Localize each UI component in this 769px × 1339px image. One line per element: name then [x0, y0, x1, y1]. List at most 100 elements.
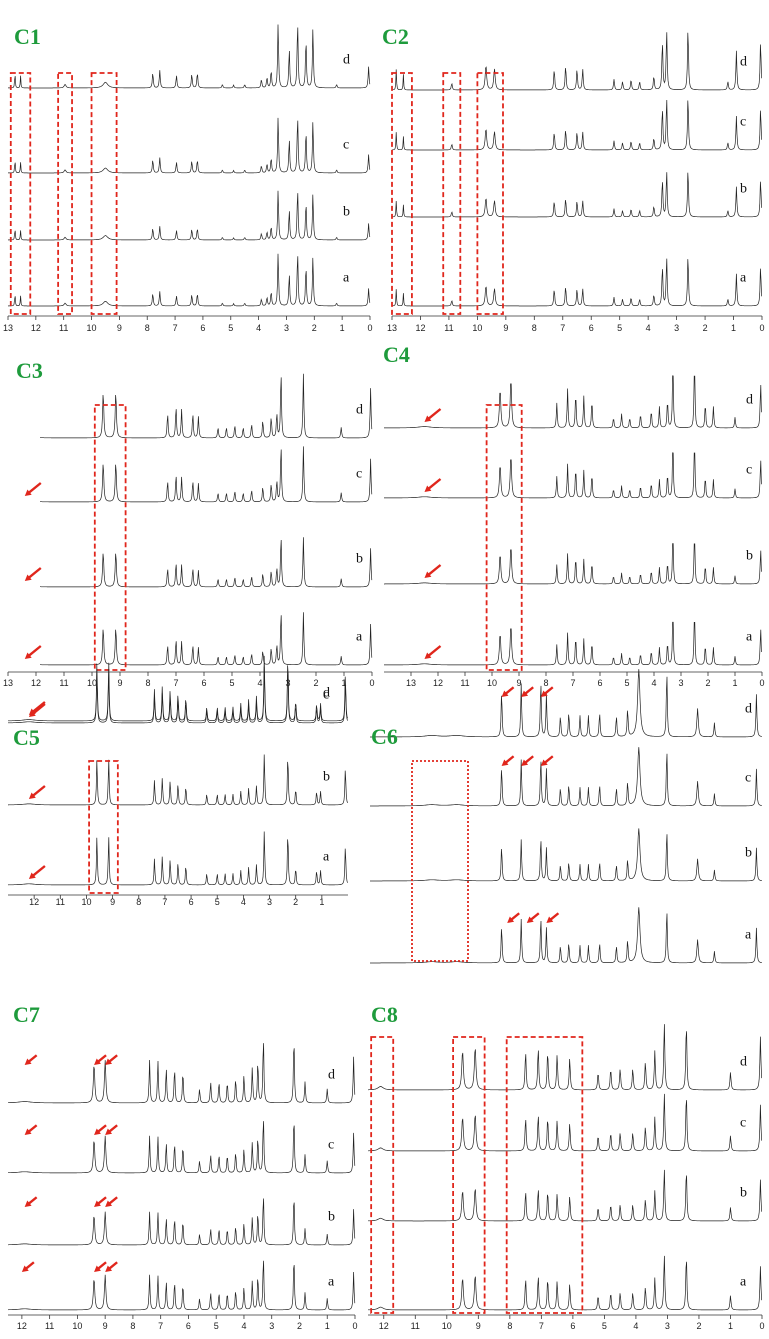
x-tick-label: 12	[31, 678, 41, 688]
highlight-box	[442, 72, 462, 315]
x-tick-label: 12	[29, 897, 39, 907]
spectrum-trace-b	[384, 543, 762, 585]
annotation-arrow	[501, 755, 515, 766]
trace-label-d: d	[323, 685, 330, 700]
x-tick-label: 13	[406, 678, 416, 688]
annotation-arrow	[424, 564, 442, 578]
x-tick-label: 0	[759, 1321, 764, 1331]
highlight-box	[452, 1036, 486, 1314]
x-tick-label: 4	[651, 678, 656, 688]
panel-label: C1	[14, 24, 41, 49]
x-tick-label: 6	[597, 678, 602, 688]
x-tick-label: 3	[284, 323, 289, 333]
x-tick-label: 2	[705, 678, 710, 688]
x-tick-label: 10	[87, 323, 97, 333]
annotation-arrow	[94, 1196, 107, 1207]
annotation-arrow	[94, 1261, 107, 1272]
trace-label-a: a	[356, 629, 363, 644]
trace-label-d: d	[343, 52, 350, 67]
trace-label-b: b	[740, 1185, 747, 1200]
trace-label-d: d	[740, 54, 747, 69]
trace-label-c: c	[745, 770, 751, 785]
annotation-arrow	[24, 1196, 38, 1207]
x-tick-label: 10	[72, 1321, 82, 1331]
spectrum-trace-c	[368, 1093, 762, 1152]
x-tick-label: 4	[241, 1321, 246, 1331]
x-tick-label: 9	[103, 1321, 108, 1331]
trace-label-c: c	[746, 462, 752, 477]
highlight-box	[88, 760, 119, 894]
trace-label-d: d	[740, 1054, 747, 1069]
x-tick-label: 5	[215, 897, 220, 907]
spectrum-trace-a	[384, 621, 762, 666]
x-tick-label: 6	[201, 678, 206, 688]
x-tick-label: 8	[136, 897, 141, 907]
x-tick-label: 10	[81, 897, 91, 907]
x-tick-label: 7	[560, 323, 565, 333]
spectrum-trace-a	[7, 253, 371, 307]
trace-label-c: c	[328, 1137, 334, 1152]
spectrum-trace-a	[391, 258, 762, 307]
spectrum-trace-b	[7, 190, 371, 241]
spectrum-trace-c	[40, 446, 373, 503]
annotation-arrow	[105, 1261, 118, 1272]
spectrum-trace-c	[8, 117, 371, 174]
x-tick-label: 0	[352, 1321, 357, 1331]
x-tick-label: 10	[442, 1321, 452, 1331]
annotation-arrow	[24, 645, 42, 659]
x-tick-label: 2	[312, 323, 317, 333]
trace-label-c: c	[356, 466, 362, 481]
trace-label-a: a	[746, 629, 753, 644]
annotation-arrow	[424, 478, 442, 492]
annotation-arrow	[94, 1054, 107, 1065]
x-tick-label: 10	[87, 678, 97, 688]
x-tick-label: 3	[678, 678, 683, 688]
x-tick-label: 1	[340, 323, 345, 333]
x-tick-label: 5	[229, 678, 234, 688]
highlight-box	[9, 72, 32, 315]
trace-label-d: d	[745, 701, 752, 716]
x-tick-label: 0	[367, 323, 372, 333]
x-tick-label: 4	[633, 1321, 638, 1331]
annotation-arrow	[424, 645, 442, 659]
x-tick-label: 12	[415, 323, 425, 333]
spectrum-trace-d	[8, 655, 348, 722]
panel-label: C6	[371, 724, 398, 749]
x-tick-label: 0	[759, 678, 764, 688]
trace-label-d: d	[746, 392, 753, 407]
x-tick-label: 6	[200, 323, 205, 333]
x-tick-label: 6	[589, 323, 594, 333]
x-tick-label: 7	[570, 678, 575, 688]
x-tick-label: 9	[110, 897, 115, 907]
x-tick-label: 10	[487, 678, 497, 688]
x-tick-label: 1	[341, 678, 346, 688]
spectrum-trace-c	[370, 747, 762, 807]
annotation-arrow	[105, 1124, 118, 1135]
x-tick-label: 13	[3, 323, 13, 333]
x-tick-label: 11	[59, 323, 68, 333]
x-tick-label: 1	[728, 1321, 733, 1331]
annotation-arrow	[521, 686, 534, 697]
highlight-box	[370, 1036, 395, 1314]
panel-c6: a b c d C6	[370, 669, 762, 964]
annotation-arrow	[526, 912, 540, 923]
annotation-arrow	[28, 785, 46, 799]
spectrum-trace-b	[368, 1169, 762, 1222]
x-tick-label: 1	[325, 1321, 330, 1331]
trace-label-b: b	[323, 769, 330, 784]
annotation-arrow	[28, 865, 46, 879]
highlight-box	[57, 72, 73, 315]
spectrum-trace-d	[370, 669, 762, 738]
x-tick-label: 5	[617, 323, 622, 333]
x-tick-label: 7	[539, 1321, 544, 1331]
x-tick-label: 3	[267, 897, 272, 907]
x-tick-label: 0	[369, 678, 374, 688]
annotation-arrow	[507, 912, 520, 923]
trace-label-c: c	[740, 1115, 746, 1130]
spectrum-trace-d	[384, 375, 762, 429]
x-tick-label: 7	[162, 897, 167, 907]
